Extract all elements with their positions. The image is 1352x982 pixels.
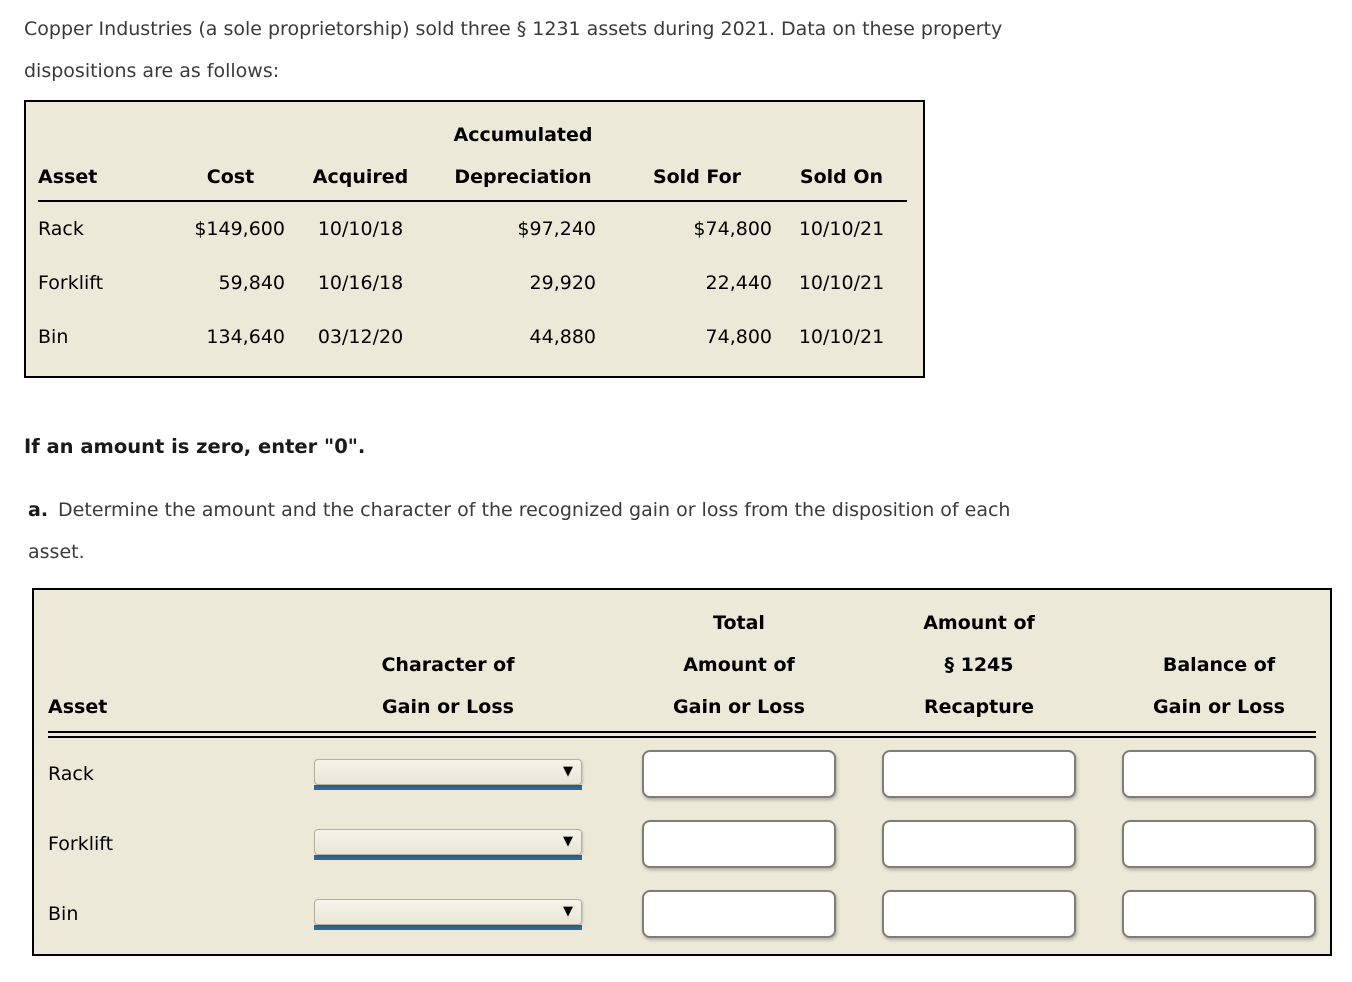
answer-table: Asset Character of Gain or Loss Total Am… xyxy=(32,588,1332,956)
accumulated-depreciation-cell: $97,240 xyxy=(517,218,596,240)
balance-input-bin[interactable] xyxy=(1122,890,1316,938)
sold-on-cell: 10/10/21 xyxy=(798,218,885,240)
accumulated-depreciation-cell: 44,880 xyxy=(529,326,596,348)
intro-paragraph: Copper Industries (a sole proprietorship… xyxy=(24,8,1352,92)
asset-name-cell: Rack xyxy=(38,218,84,240)
cost-cell: $149,600 xyxy=(194,218,285,240)
character-header-line1: Character of xyxy=(381,654,515,676)
asset-header: Asset xyxy=(38,166,98,188)
table-row: Rack ▼ xyxy=(48,750,1316,798)
sold-on-cell: 10/10/21 xyxy=(798,272,885,294)
select-underline xyxy=(314,854,582,860)
part-a-prompt: a. Determine the amount and the character… xyxy=(28,489,1352,573)
select-underline xyxy=(314,924,582,930)
recapture-input-bin[interactable] xyxy=(882,890,1076,938)
cost-header: Cost xyxy=(206,166,255,188)
sold-on-header: Sold On xyxy=(799,166,884,188)
accumulated-depreciation-header-line2: Depreciation xyxy=(454,166,592,188)
asset-name-cell: Bin xyxy=(38,326,69,348)
character-select-rack[interactable]: ▼ xyxy=(314,758,582,790)
acquired-header: Acquired xyxy=(312,166,409,188)
total-gain-input-bin[interactable] xyxy=(642,890,836,938)
balance-input-rack[interactable] xyxy=(1122,750,1316,798)
character-select-bin[interactable]: ▼ xyxy=(314,898,582,930)
part-a-label: a. xyxy=(28,499,49,521)
asset-data-table: Accumulated Asset Cost Acquired Deprecia… xyxy=(24,100,925,378)
spacer-cell xyxy=(38,114,168,156)
sold-for-cell: 22,440 xyxy=(705,272,772,294)
asset-column-header: Asset xyxy=(48,696,108,718)
cost-cell: 134,640 xyxy=(206,326,285,348)
caret-down-icon: ▼ xyxy=(563,763,573,779)
answer-table-header: Asset Character of Gain or Loss Total Am… xyxy=(48,602,1316,728)
table-row: Bin ▼ xyxy=(48,890,1316,938)
character-header-line2: Gain or Loss xyxy=(382,696,514,718)
acquired-cell: 10/16/18 xyxy=(317,272,404,294)
total-header-line1: Total xyxy=(713,612,765,634)
sold-for-header: Sold For xyxy=(652,166,742,188)
select-underline xyxy=(314,784,582,790)
table-row: Forklift ▼ xyxy=(48,820,1316,868)
header-underline xyxy=(38,200,907,202)
spacer-cell xyxy=(293,114,428,156)
part-a-text-line2: asset. xyxy=(28,541,85,563)
intro-line-1: Copper Industries (a sole proprietorship… xyxy=(24,18,1003,40)
intro-line-2: dispositions are as follows: xyxy=(24,60,280,82)
total-header-line3: Gain or Loss xyxy=(673,696,805,718)
sold-on-cell: 10/10/21 xyxy=(798,326,885,348)
acquired-cell: 03/12/20 xyxy=(317,326,404,348)
row-asset-label: Bin xyxy=(48,903,79,925)
asset-name-cell: Forklift xyxy=(38,272,104,294)
sold-for-cell: 74,800 xyxy=(705,326,772,348)
total-gain-input-forklift[interactable] xyxy=(642,820,836,868)
zero-instruction-note: If an amount is zero, enter "0". xyxy=(24,435,366,458)
spacer-cell xyxy=(776,114,907,156)
recapture-input-forklift[interactable] xyxy=(882,820,1076,868)
recapture-input-rack[interactable] xyxy=(882,750,1076,798)
row-asset-label: Forklift xyxy=(48,833,114,855)
balance-header-line1: Balance of xyxy=(1162,654,1276,676)
caret-down-icon: ▼ xyxy=(563,833,573,849)
cost-cell: 59,840 xyxy=(218,272,285,294)
recapture-header-line2: § 1245 xyxy=(944,654,1014,676)
balance-header-line2: Gain or Loss xyxy=(1153,696,1285,718)
caret-down-icon: ▼ xyxy=(563,903,573,919)
spacer-cell xyxy=(168,114,293,156)
total-header-line2: Amount of xyxy=(683,654,795,676)
accumulated-depreciation-cell: 29,920 xyxy=(529,272,596,294)
sold-for-cell: $74,800 xyxy=(693,218,772,240)
spacer-cell xyxy=(618,114,776,156)
character-select-forklift[interactable]: ▼ xyxy=(314,828,582,860)
acquired-cell: 10/10/18 xyxy=(317,218,404,240)
part-a-text-line1: Determine the amount and the character o… xyxy=(58,499,1011,521)
header-double-rule xyxy=(48,731,1316,738)
recapture-header-line1: Amount of xyxy=(923,612,1035,634)
row-asset-label: Rack xyxy=(48,763,94,785)
balance-input-forklift[interactable] xyxy=(1122,820,1316,868)
recapture-header-line3: Recapture xyxy=(923,696,1035,718)
accumulated-depreciation-header-line1: Accumulated xyxy=(453,124,593,146)
total-gain-input-rack[interactable] xyxy=(642,750,836,798)
